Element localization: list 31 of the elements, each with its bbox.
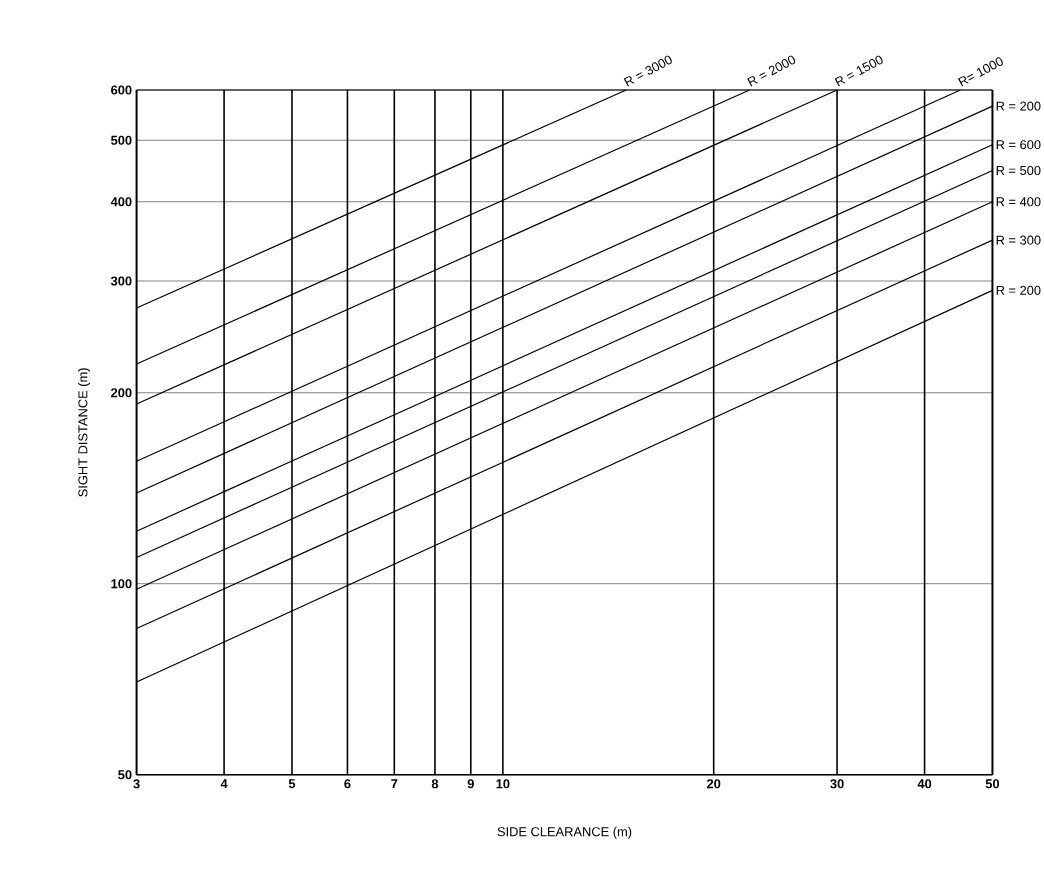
series-label: R = 400 — [996, 197, 1041, 207]
x-tick-label: 8 — [431, 779, 439, 789]
x-tick-label: 6 — [344, 779, 351, 789]
x-tick-label: 5 — [288, 779, 296, 789]
series-label: R = 200 — [996, 101, 1041, 111]
y-tick-label: 500 — [111, 135, 132, 145]
y-tick-label: 100 — [111, 579, 132, 589]
x-tick-label: 10 — [496, 779, 510, 789]
text: R= 1000 — [958, 57, 1003, 87]
y-axis-title: SIGHT DISTANCE (m) — [77, 368, 90, 497]
y-tick-label: 400 — [110, 197, 132, 207]
x-tick-label: 30 — [830, 779, 844, 789]
series-label: R = 600 — [996, 140, 1041, 150]
x-tick-label: 7 — [391, 779, 398, 789]
x-tick-label: 3 — [133, 779, 140, 789]
x-tick-label: 20 — [706, 779, 721, 789]
x-tick-label: 50 — [985, 779, 1000, 789]
series-label: R = 300 — [996, 235, 1041, 245]
x-tick-label: 40 — [917, 779, 932, 789]
x-tick-label: 4 — [220, 779, 228, 789]
y-tick-label: 300 — [110, 276, 132, 286]
series-label: R = 200 — [996, 285, 1041, 296]
text: R = 1500 — [834, 55, 883, 87]
y-tick-label: 50 — [118, 770, 132, 780]
text: R = 3000 — [623, 55, 672, 87]
x-tick-label: 9 — [467, 779, 474, 789]
series-label: R = 500 — [996, 166, 1041, 176]
y-tick-label: 600 — [111, 85, 132, 95]
text: R = 2000 — [747, 55, 796, 87]
x-axis-title: SIDE CLEARANCE (m) — [497, 826, 632, 839]
y-tick-label: 200 — [111, 388, 132, 398]
